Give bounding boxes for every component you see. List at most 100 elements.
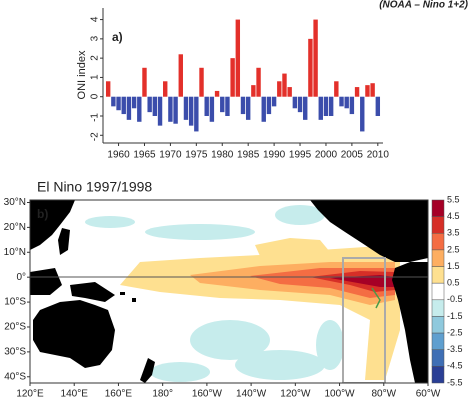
colorbar-label: 4.5	[447, 211, 460, 221]
colorbar-segment	[431, 349, 445, 367]
map-frame	[29, 199, 429, 384]
bar	[339, 96, 344, 107]
panel-label: b)	[37, 207, 48, 221]
colorbar-segment	[431, 299, 445, 317]
bar	[277, 81, 282, 97]
bar	[142, 67, 147, 97]
bar	[297, 96, 303, 113]
x-tick-label: 80°W	[371, 389, 396, 400]
x-tick-label: 60°W	[416, 389, 441, 400]
panel-label: a)	[112, 30, 123, 44]
x-tick-label: 140°W	[236, 389, 267, 400]
bar	[344, 96, 349, 109]
colorbar-segment	[431, 199, 445, 217]
bar	[168, 96, 173, 122]
x-tick-label: 120°E	[16, 389, 44, 400]
y-tick-label: 2	[90, 55, 101, 61]
colorbar-segment	[431, 332, 445, 350]
x-tick-label: 1960	[107, 150, 130, 161]
y-tick-label: 20°N	[4, 222, 26, 233]
bar	[282, 73, 287, 97]
bar	[225, 96, 230, 116]
bar	[360, 96, 365, 132]
colorbar-label: -1.5	[447, 311, 463, 321]
cool-anomaly	[85, 205, 344, 382]
x-tick-label: 2000	[315, 150, 338, 161]
x-tick-label: 160°E	[105, 389, 133, 400]
y-tick-label: 10°S	[4, 297, 26, 308]
bar	[354, 87, 360, 97]
bar	[131, 96, 137, 109]
bar	[261, 96, 266, 122]
bar	[230, 58, 235, 97]
bar	[287, 87, 292, 97]
colorbar-label: -2.5	[447, 327, 463, 337]
bar	[235, 19, 241, 97]
colorbar-label: -0.5	[447, 294, 463, 304]
colorbar-label: 3.5	[447, 228, 460, 238]
nino-region-box	[342, 257, 386, 383]
coast-marker	[371, 287, 381, 309]
bar	[256, 67, 261, 97]
colorbar-label: -4.5	[447, 361, 463, 371]
bar	[318, 96, 323, 120]
x-tick-label: 120°W	[280, 389, 311, 400]
y-tick-label: 1	[90, 74, 101, 80]
bar	[240, 96, 246, 115]
y-tick-label: -2	[90, 132, 101, 141]
bar	[245, 96, 251, 120]
bar	[251, 85, 256, 97]
y-tick-label: 0°	[16, 272, 26, 283]
bar	[105, 81, 111, 97]
subtitle: (NOAA – Nino 1+2)	[379, 0, 468, 11]
colorbar-segment	[431, 233, 445, 251]
x-tick-label: 2010	[367, 150, 390, 161]
x-tick-label: 100°W	[324, 389, 355, 400]
colorbar-label: 5.5	[447, 194, 460, 204]
colorbar-label: 2.5	[447, 244, 460, 254]
x-tick-label: 180°	[152, 389, 173, 400]
bar	[303, 96, 308, 120]
bar	[292, 96, 298, 109]
bar	[157, 96, 163, 126]
bar	[183, 96, 189, 120]
colorbar-label: 1.5	[447, 261, 460, 271]
x-tick-label: 140°E	[61, 389, 89, 400]
bar	[152, 96, 158, 116]
bar	[266, 96, 272, 115]
bar	[271, 96, 277, 107]
colorbar-label: -3.5	[447, 344, 463, 354]
bar	[194, 96, 199, 132]
colorbar-segment	[431, 249, 445, 267]
x-tick-label: 2005	[341, 150, 364, 161]
x-tick-label: 1965	[133, 150, 156, 161]
bar	[308, 38, 313, 97]
bar	[209, 96, 215, 122]
x-tick-label: 1980	[211, 150, 234, 161]
map	[30, 200, 428, 383]
y-tick-label: 0	[90, 93, 101, 99]
colorbar-segment	[431, 266, 445, 284]
bar	[178, 54, 183, 97]
x-tick-label: 1970	[159, 150, 182, 161]
land	[30, 200, 428, 383]
bar	[204, 96, 209, 116]
colorbar-segment	[431, 282, 445, 301]
x-tick-label: 160°W	[192, 389, 223, 400]
bar	[116, 96, 121, 111]
colorbar-segment	[431, 316, 445, 334]
y-tick-label: 3	[90, 35, 101, 41]
x-tick-label: 1990	[263, 150, 286, 161]
bar	[313, 19, 318, 97]
bar	[334, 81, 339, 97]
colorbar-label: -5.5	[447, 377, 463, 387]
y-tick-label: 20°S	[4, 322, 26, 333]
bars	[105, 19, 381, 132]
colorbar-label: 0.5	[447, 278, 460, 288]
bar	[111, 96, 116, 107]
y-tick-label: 40°S	[4, 371, 26, 382]
map-title: El Nino 1997/1998	[37, 179, 152, 195]
colorbar-segment	[431, 216, 445, 234]
x-tick-label: 1975	[185, 150, 208, 161]
